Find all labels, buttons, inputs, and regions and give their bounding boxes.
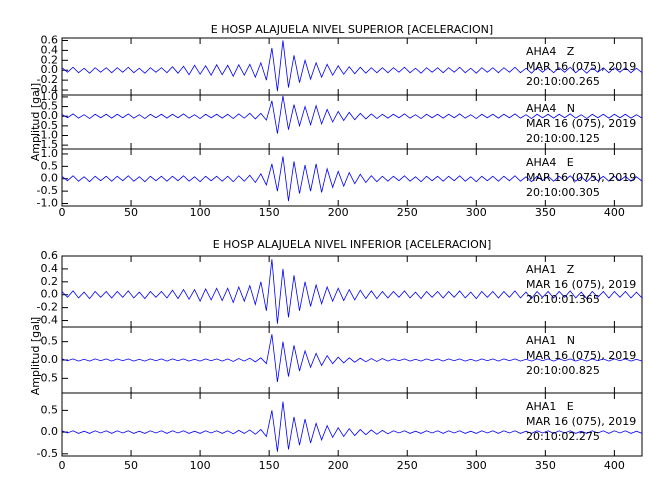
x-tick-label: 50 (124, 206, 138, 219)
x-tick-label: 250 (397, 459, 418, 472)
waveform (61, 156, 643, 202)
trace-annotation: AHA4 N (526, 102, 575, 115)
y-tick-label: -0.5 (37, 119, 58, 132)
x-tick-label: 350 (535, 206, 556, 219)
waveform (61, 259, 643, 324)
y-tick-label: 0.2 (41, 275, 59, 288)
trace-annotation: MAR 16 (075), 2019 (526, 278, 636, 291)
chart-title: E HOSP ALAJUELA NIVEL SUPERIOR [ACELERAC… (211, 23, 493, 36)
y-tick-label: 1.0 (41, 147, 59, 160)
y-tick-label: 0.0 (41, 425, 59, 438)
trace-annotation: 20:10:00.265 (526, 75, 600, 88)
waveform (61, 40, 643, 92)
y-tick-label: -1.0 (37, 197, 58, 210)
trace-annotation: AHA1 Z (526, 263, 575, 276)
x-tick-label: 150 (259, 459, 280, 472)
waveform (61, 95, 643, 134)
x-tick-label: 150 (259, 206, 280, 219)
x-tick-label: 200 (328, 206, 349, 219)
y-tick-label: 0.0 (41, 172, 59, 185)
x-tick-label: 200 (328, 459, 349, 472)
y-tick-label: 0.6 (41, 33, 59, 46)
y-tick-label: 1.0 (41, 90, 59, 103)
trace-annotation: MAR 16 (075), 2019 (526, 415, 636, 428)
x-tick-label: 300 (466, 206, 487, 219)
trace-annotation: 20:10:02.275 (526, 430, 600, 443)
y-tick-label: 0.0 (41, 63, 59, 76)
trace-annotation: MAR 16 (075), 2019 (526, 349, 636, 362)
x-tick-label: 100 (190, 206, 211, 219)
y-tick-label: -0.5 (37, 371, 58, 384)
waveform (61, 334, 643, 383)
trace-annotation: AHA1 E (526, 400, 574, 413)
x-tick-label: 50 (124, 459, 138, 472)
y-tick-label: 0.5 (41, 100, 59, 113)
waveform (61, 401, 643, 452)
y-tick-label: 0.2 (41, 53, 59, 66)
y-tick-label: 0.0 (41, 353, 59, 366)
panel-frame (61, 392, 643, 457)
y-tick-label: 0.5 (41, 403, 59, 416)
x-tick-label: 400 (604, 206, 625, 219)
chart-title: E HOSP ALAJUELA NIVEL INFERIOR [ACELERAC… (213, 238, 492, 251)
x-tick-label: 0 (59, 206, 66, 219)
trace-annotation: MAR 16 (075), 2019 (526, 117, 636, 130)
x-tick-label: 250 (397, 206, 418, 219)
y-axis-label: Amplitud [gal] (29, 317, 42, 395)
x-tick-label: 300 (466, 459, 487, 472)
panel-frame (61, 148, 643, 207)
y-tick-label: 0.5 (41, 159, 59, 172)
y-tick-label: 0.4 (41, 262, 59, 275)
y-axis-label: Amplitud [gal] (29, 83, 42, 161)
x-tick-label: 100 (190, 459, 211, 472)
y-tick-label: -1.5 (37, 138, 58, 151)
trace-annotation: 20:10:00.825 (526, 364, 600, 377)
y-tick-label: -0.4 (37, 314, 58, 327)
trace-annotation: 20:10:00.125 (526, 132, 600, 145)
trace-annotation: AHA1 N (526, 334, 575, 347)
x-tick-label: 0 (59, 459, 66, 472)
x-tick-label: 400 (604, 459, 625, 472)
y-tick-label: 0.0 (41, 109, 59, 122)
y-tick-label: -0.5 (37, 447, 58, 460)
trace-annotation: AHA4 E (526, 156, 574, 169)
trace-annotation: AHA4 Z (526, 45, 575, 58)
y-tick-label: 0.0 (41, 288, 59, 301)
trace-annotation: MAR 16 (075), 2019 (526, 60, 636, 73)
y-tick-label: -0.2 (37, 73, 58, 86)
y-tick-label: -0.4 (37, 83, 58, 96)
y-tick-label: -0.5 (37, 184, 58, 197)
trace-annotation: 20:10:00.305 (526, 186, 600, 199)
trace-annotation: MAR 16 (075), 2019 (526, 171, 636, 184)
y-tick-label: -1.0 (37, 129, 58, 142)
x-tick-label: 350 (535, 459, 556, 472)
trace-annotation: 20:10:01.365 (526, 293, 600, 306)
y-tick-label: 0.4 (41, 43, 59, 56)
y-tick-label: -0.2 (37, 301, 58, 314)
y-tick-label: 0.5 (41, 335, 59, 348)
y-tick-label: 0.6 (41, 249, 59, 262)
